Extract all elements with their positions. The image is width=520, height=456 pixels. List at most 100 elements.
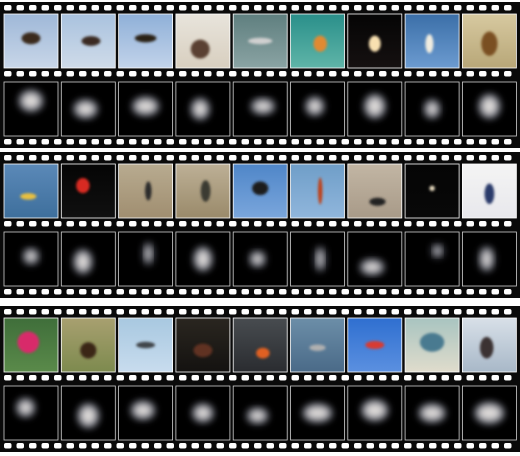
sprocket-hole	[479, 5, 487, 11]
sprocket-hole	[229, 139, 237, 145]
sprocket-hole	[179, 155, 187, 161]
sprocket-hole	[179, 309, 187, 315]
sprocket-hole	[116, 309, 124, 315]
sprocket-hole	[416, 155, 424, 161]
sprocket-hole	[266, 155, 274, 161]
sprocket-hole	[266, 71, 274, 77]
sprocket-hole	[179, 443, 187, 449]
sprocket-hole	[316, 71, 324, 77]
sprocket-hole	[204, 443, 212, 449]
film-strip	[0, 2, 520, 148]
sprocket-hole	[141, 309, 149, 315]
photo-object	[20, 193, 37, 200]
sprocket-hole	[191, 139, 199, 145]
sprocket-hole	[304, 443, 312, 449]
sprocket-hole	[154, 289, 162, 295]
sprocket-hole	[316, 155, 324, 161]
saliency-blob	[308, 99, 322, 114]
sprocket-hole	[479, 289, 487, 295]
sprocket-hole	[4, 375, 12, 381]
sprocket-hole	[4, 221, 12, 227]
sprocket-hole	[141, 443, 149, 449]
sprocket-hole	[41, 221, 49, 227]
sprocket-hole	[479, 309, 487, 315]
sprocket-hole	[254, 375, 262, 381]
sprocket-hole	[229, 309, 237, 315]
sprocket-hole	[4, 155, 12, 161]
sprocket-hole	[441, 289, 449, 295]
sprocket-hole	[166, 289, 174, 295]
sprocket-hole	[54, 71, 62, 77]
sprocket-hole	[79, 155, 87, 161]
sprocket-hole	[404, 375, 412, 381]
sprocket-hole	[91, 289, 99, 295]
sprocket-hole	[441, 71, 449, 77]
sprocket-hole	[179, 5, 187, 11]
sprocket-hole	[379, 5, 387, 11]
sprocket-hole	[54, 221, 62, 227]
photo-object	[369, 197, 386, 206]
sprocket-hole	[304, 155, 312, 161]
saliency-blob	[194, 406, 211, 420]
sprocket-hole	[391, 5, 399, 11]
photo-frame	[404, 163, 460, 219]
sprocket-hole	[504, 155, 512, 161]
sprocket-hole	[191, 375, 199, 381]
sprocket-hole	[304, 375, 312, 381]
sprocket-hole	[129, 139, 137, 145]
sprocket-hole	[166, 221, 174, 227]
sprocket-hole	[266, 139, 274, 145]
sprocket-hole	[204, 139, 212, 145]
sprocket-hole	[379, 71, 387, 77]
photo-object	[145, 181, 152, 201]
sprocket-hole	[454, 139, 462, 145]
sprocket-hole	[291, 443, 299, 449]
sprocket-hole	[391, 155, 399, 161]
sprocket-hole	[404, 71, 412, 77]
saliency-blob	[76, 252, 90, 272]
sprocket-hole	[229, 155, 237, 161]
sprocket-hole	[266, 309, 274, 315]
sprocket-hole	[354, 375, 362, 381]
sprocket-hole	[54, 5, 62, 11]
sprocket-hole	[466, 221, 474, 227]
sprocket-hole	[429, 443, 437, 449]
sprocket-hole	[241, 309, 249, 315]
sprocket-hole	[441, 155, 449, 161]
sprocket-hole	[54, 443, 62, 449]
sprocket-hole	[104, 309, 112, 315]
sprocket-hole	[241, 443, 249, 449]
sprocket-hole	[491, 155, 499, 161]
sprocket-hole	[191, 221, 199, 227]
sprocket-hole	[479, 139, 487, 145]
sprocket-hole	[141, 139, 149, 145]
sprocket-hole	[429, 289, 437, 295]
sprocket-hole	[316, 139, 324, 145]
sprocket-hole	[66, 139, 74, 145]
sprocket-hole	[391, 443, 399, 449]
sprocket-hole	[441, 375, 449, 381]
sprocket-hole	[116, 5, 124, 11]
sprocket-hole	[354, 309, 362, 315]
sprocket-hole	[391, 375, 399, 381]
sprocket-hole	[166, 443, 174, 449]
sprocket-hole	[79, 309, 87, 315]
sprocket-hole	[491, 71, 499, 77]
saliency-blob	[434, 246, 441, 255]
sprocket-hole	[129, 71, 137, 77]
photo-object	[484, 183, 495, 204]
photo-frame	[60, 317, 116, 373]
sprocket-hole	[454, 155, 462, 161]
sprocket-hole	[141, 289, 149, 295]
sprocket-hole	[366, 5, 374, 11]
photo-object	[193, 343, 213, 358]
sprocket-hole	[416, 5, 424, 11]
sprocket-hole	[166, 155, 174, 161]
sprocket-hole	[91, 309, 99, 315]
photo-object	[313, 35, 327, 52]
sprocket-hole	[41, 139, 49, 145]
sprocket-hole	[291, 5, 299, 11]
sprocket-hole	[416, 71, 424, 77]
sprocket-hole	[16, 309, 24, 315]
sprocket-hole	[191, 5, 199, 11]
